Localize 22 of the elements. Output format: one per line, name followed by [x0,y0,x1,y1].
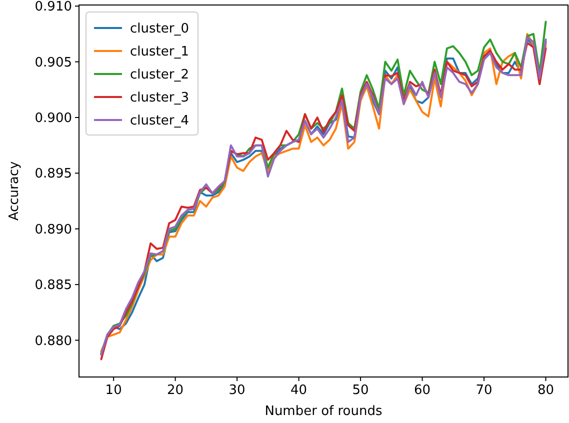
y-tick-label: 0.905 [34,55,72,70]
x-tick-label: 30 [228,383,246,398]
y-tick-label: 0.890 [34,222,72,238]
y-tick-label: 0.895 [34,166,72,182]
x-tick-label: 10 [105,383,122,398]
legend-label: cluster_4 [130,114,189,129]
x-axis-title: Number of rounds [264,404,382,419]
x-tick-label: 80 [538,383,554,398]
x-tick-label: 50 [352,383,369,398]
x-tick-label: 40 [290,383,308,398]
legend-label: cluster_2 [130,68,189,83]
x-tick-label: 20 [167,383,184,398]
x-tick-label: 60 [414,383,431,398]
y-tick-label: 0.900 [34,111,72,126]
y-tick-label: 0.880 [34,334,72,349]
x-tick-label: 70 [476,383,492,398]
y-axis-title: Accuracy [7,161,22,221]
y-tick-label: 0.885 [34,278,72,294]
legend-label: cluster_0 [130,22,189,37]
y-tick-label: 0.910 [34,0,72,15]
legend-label: cluster_1 [130,44,189,60]
legend-label: cluster_3 [130,90,189,106]
